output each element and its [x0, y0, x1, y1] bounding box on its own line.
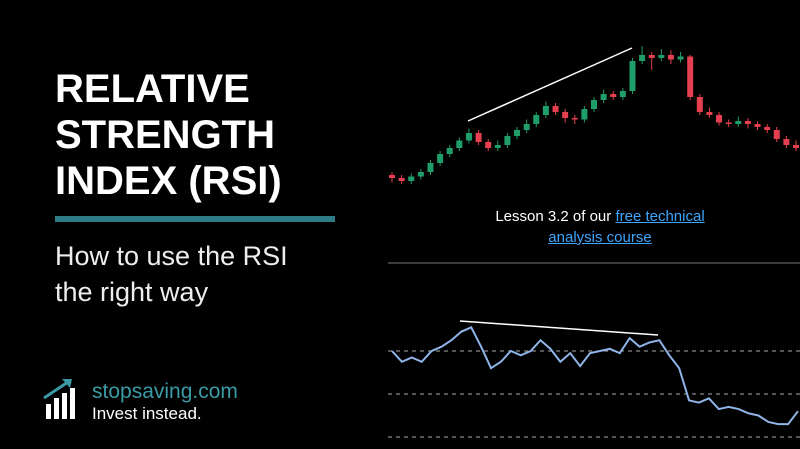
candle-body — [398, 178, 405, 181]
candle-body — [437, 154, 444, 163]
candle-body — [485, 142, 492, 148]
candle-body — [533, 115, 540, 124]
candle-body — [629, 61, 636, 91]
rsi-line — [391, 326, 799, 426]
candle-body — [725, 122, 732, 124]
candle-body — [591, 100, 597, 109]
course-link[interactable]: free technical analysis course — [548, 208, 705, 246]
candle-body — [754, 124, 761, 127]
candle-body — [764, 127, 771, 130]
candle-body — [542, 106, 549, 115]
accent-bar — [55, 216, 335, 222]
candle-body — [773, 130, 780, 139]
candle-body — [793, 145, 799, 148]
candle-body — [562, 112, 569, 118]
candle-body — [619, 91, 626, 97]
candle-body — [648, 55, 655, 58]
subtitle: How to use the RSI the right way — [55, 241, 288, 307]
candle-body — [581, 109, 588, 120]
candle-body — [783, 139, 790, 145]
candle-body — [446, 148, 453, 154]
candle-body — [465, 133, 472, 141]
candle-body — [600, 94, 607, 100]
candle-body — [658, 55, 665, 58]
candle-body — [706, 112, 713, 115]
brand-tagline: Invest instead. — [92, 404, 202, 423]
candle-body — [456, 140, 463, 148]
candle-body — [677, 56, 684, 60]
candle-body — [475, 133, 482, 142]
candle-body — [427, 163, 434, 172]
logo — [43, 379, 75, 419]
candle-body — [523, 124, 530, 130]
lesson-text: Lesson 3.2 of our — [495, 208, 612, 225]
lesson-note: Lesson 3.2 of our free technical analysi… — [470, 206, 730, 248]
candle-body — [571, 118, 578, 120]
candle-body — [514, 130, 521, 136]
candle-body — [744, 121, 751, 124]
candle-body — [639, 55, 646, 61]
candle-body — [552, 106, 559, 112]
candle-body — [494, 145, 501, 148]
candle-body — [417, 172, 424, 177]
trend-line — [467, 47, 633, 122]
candle-body — [667, 55, 674, 60]
brand-name: stopsaving.com — [92, 380, 238, 403]
candle-body — [389, 175, 395, 178]
candle-body — [408, 176, 415, 181]
candle-body — [735, 121, 742, 124]
candle-body — [610, 94, 617, 97]
candle-body — [696, 97, 703, 112]
trend-line — [459, 320, 659, 336]
candle-body — [687, 56, 694, 97]
candle-body — [716, 115, 723, 123]
candle-body — [504, 136, 511, 145]
title: RELATIVE STRENGTH INDEX (RSI) — [55, 67, 282, 203]
